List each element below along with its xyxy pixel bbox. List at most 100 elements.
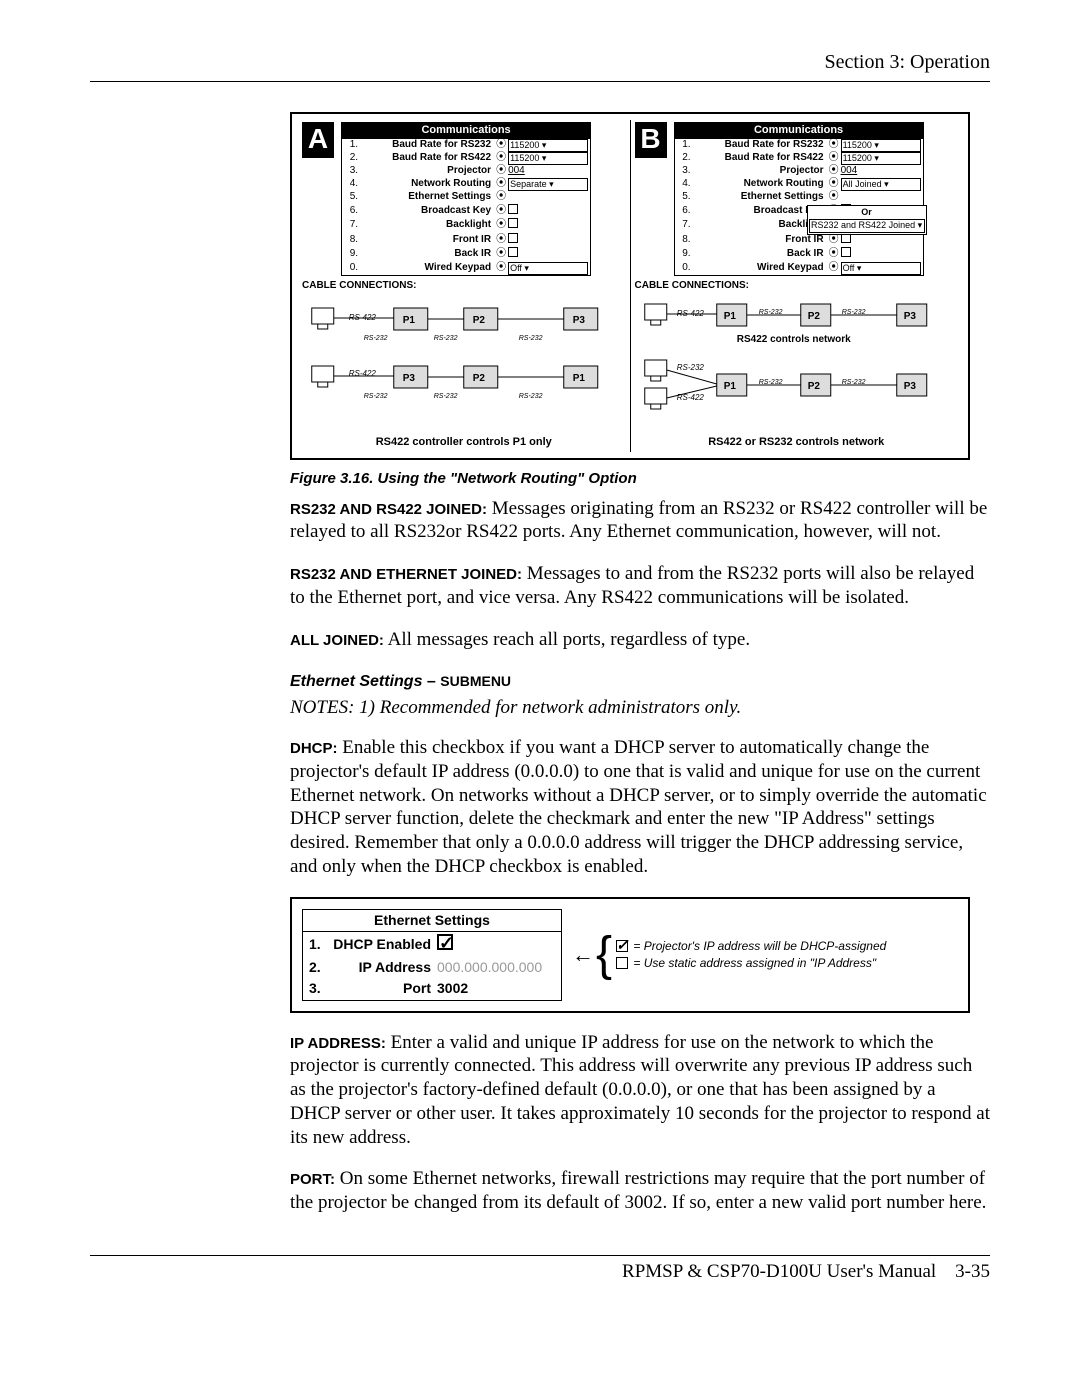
- menu-row: 7.Backlight⦿: [342, 218, 590, 233]
- row-num: 1.: [344, 139, 358, 152]
- menu-value[interactable]: 004: [841, 165, 921, 178]
- menu-select[interactable]: 115200 ▾: [841, 152, 921, 165]
- row-num: 9.: [677, 248, 691, 261]
- menu-row: 2.Baud Rate for RS422⦿115200 ▾: [342, 152, 590, 165]
- menu-row: 8.Front IR⦿: [675, 233, 923, 248]
- row-label: Wired Keypad: [358, 262, 494, 275]
- cable-diagram-b: RS-422 P1 RS-232 P2 RS-232 P3 RS422 cont…: [635, 294, 959, 429]
- row-num: 4.: [344, 178, 358, 191]
- svg-text:P1: P1: [723, 381, 736, 392]
- menu-select[interactable]: Off ▾: [841, 262, 921, 275]
- global-icon: ⦿: [494, 219, 508, 232]
- row-label: Projector: [691, 165, 827, 178]
- ethernet-menu: Ethernet Settings 1. DHCP Enabled 2. IP …: [302, 909, 562, 1001]
- menu-checkbox[interactable]: [508, 204, 588, 219]
- figure-caption: Figure 3.16. Using the "Network Routing"…: [290, 470, 990, 489]
- menu-checkbox[interactable]: [508, 233, 588, 248]
- dhcp-checkbox[interactable]: [437, 934, 453, 950]
- menu-select[interactable]: 115200 ▾: [508, 139, 588, 152]
- dropdown-joined-item[interactable]: RS232 and RS422 Joined ▾: [809, 219, 925, 232]
- row-num: 2.: [344, 152, 358, 165]
- cable-diagram-a: RS-422 P1 P2 P3 RS-232 RS-232 RS-232 RS-…: [302, 294, 626, 429]
- global-icon: ⦿: [827, 165, 841, 178]
- row-num: 7.: [344, 219, 358, 232]
- menu-row: 4.Network Routing⦿All Joined ▾: [675, 178, 923, 191]
- menu-select[interactable]: 115200 ▾: [841, 139, 921, 152]
- row-label: Baud Rate for RS232: [358, 139, 494, 152]
- menu-checkbox[interactable]: [508, 218, 588, 233]
- menu-row: 6.Broadcast Key⦿: [342, 204, 590, 219]
- row-num: 8.: [344, 234, 358, 247]
- eth-row-port: 3. Port 3002: [303, 978, 561, 1000]
- eth-row-ip: 2. IP Address 000.000.000.000: [303, 957, 561, 979]
- brace-icon: {: [596, 935, 612, 975]
- checked-box-icon: [616, 940, 628, 952]
- row-label: Front IR: [358, 234, 494, 247]
- run-bold: ALL JOINED:: [290, 632, 384, 649]
- svg-text:P1: P1: [723, 311, 736, 322]
- row-num: 6.: [344, 205, 358, 218]
- svg-text:P2: P2: [807, 311, 820, 322]
- menu-row: 3.Projector⦿004: [342, 165, 590, 178]
- menu-row: 0.Wired Keypad⦿Off ▾: [342, 262, 590, 275]
- row-label: Ethernet Settings: [691, 191, 827, 204]
- svg-text:P1: P1: [403, 315, 416, 326]
- para-port: PORT: On some Ethernet networks, firewal…: [290, 1167, 990, 1215]
- run-bold: DHCP:: [290, 740, 338, 757]
- menu-value[interactable]: 004: [508, 165, 588, 178]
- menu-select[interactable]: Separate ▾: [508, 178, 588, 191]
- para-rs232-ethernet-joined: RS232 AND ETHERNET JOINED: Messages to a…: [290, 562, 990, 610]
- row-num: 1.: [309, 936, 327, 954]
- global-icon: ⦿: [494, 165, 508, 178]
- menu-select[interactable]: Off ▾: [508, 262, 588, 275]
- row-num: 4.: [677, 178, 691, 191]
- run-text: Enable this checkbox if you want a DHCP …: [290, 737, 987, 877]
- row-label: Backlight: [358, 219, 494, 232]
- row-num: 6.: [677, 205, 691, 218]
- para-all-joined: ALL JOINED: All messages reach all ports…: [290, 628, 990, 652]
- ethernet-settings-figure: Ethernet Settings 1. DHCP Enabled 2. IP …: [290, 897, 970, 1013]
- svg-text:RS-232: RS-232: [519, 393, 543, 400]
- run-bold: PORT:: [290, 1171, 335, 1188]
- row-label: IP Address: [327, 959, 437, 977]
- svg-text:RS-232: RS-232: [676, 363, 704, 372]
- svg-text:RS-232: RS-232: [364, 335, 388, 342]
- legend-text: = Use static address assigned in "IP Add…: [630, 956, 876, 970]
- ethernet-settings-subhead: Ethernet Settings – SUBMENU: [290, 669, 990, 692]
- menu-select[interactable]: All Joined ▾: [841, 178, 921, 191]
- row-num: 2.: [677, 152, 691, 165]
- global-icon: ⦿: [494, 248, 508, 261]
- menu-checkbox[interactable]: [508, 247, 588, 262]
- run-bold: RS232 AND ETHERNET JOINED:: [290, 566, 522, 583]
- menu-select[interactable]: 115200 ▾: [508, 152, 588, 165]
- menu-row: 5.Ethernet Settings⦿: [675, 191, 923, 204]
- svg-text:P2: P2: [807, 381, 820, 392]
- arrow-icon: ←: [572, 941, 594, 969]
- para-rs232-rs422-joined: RS232 AND RS422 JOINED: Messages origina…: [290, 497, 990, 545]
- run-text: Enter a valid and unique IP address for …: [290, 1032, 990, 1148]
- menu-checkbox[interactable]: [841, 247, 921, 262]
- legend-line-checked: = Projector's IP address will be DHCP-as…: [616, 939, 886, 954]
- row-num: 5.: [677, 191, 691, 204]
- row-num: 3.: [344, 165, 358, 178]
- global-icon: ⦿: [494, 191, 508, 204]
- global-icon: ⦿: [827, 139, 841, 152]
- menu-row: 9.Back IR⦿: [675, 247, 923, 262]
- manual-title: RPMSP & CSP70-D100U User's Manual: [622, 1261, 936, 1282]
- legend-text: = Projector's IP address will be DHCP-as…: [630, 939, 886, 953]
- subhead-dash: –: [422, 673, 440, 690]
- run-bold: RS232 AND RS422 JOINED:: [290, 501, 487, 518]
- row-num: 8.: [677, 234, 691, 247]
- menu-checkbox[interactable]: [841, 233, 921, 248]
- row-label: Back IR: [691, 248, 827, 261]
- comm-menu-a: Communications 1.Baud Rate for RS232⦿115…: [341, 122, 591, 276]
- port-value[interactable]: 3002: [437, 980, 555, 998]
- global-icon: ⦿: [827, 178, 841, 191]
- row-label: Wired Keypad: [691, 262, 827, 275]
- menu-row: 1.Baud Rate for RS232⦿115200 ▾: [342, 139, 590, 152]
- ip-address-value[interactable]: 000.000.000.000: [437, 959, 555, 977]
- svg-text:P1: P1: [573, 373, 586, 384]
- cable-header-b: CABLE CONNECTIONS:: [635, 280, 959, 293]
- panel-b: B Communications 1.Baud Rate for RS232⦿1…: [630, 120, 963, 452]
- cable-header-a: CABLE CONNECTIONS:: [302, 280, 626, 293]
